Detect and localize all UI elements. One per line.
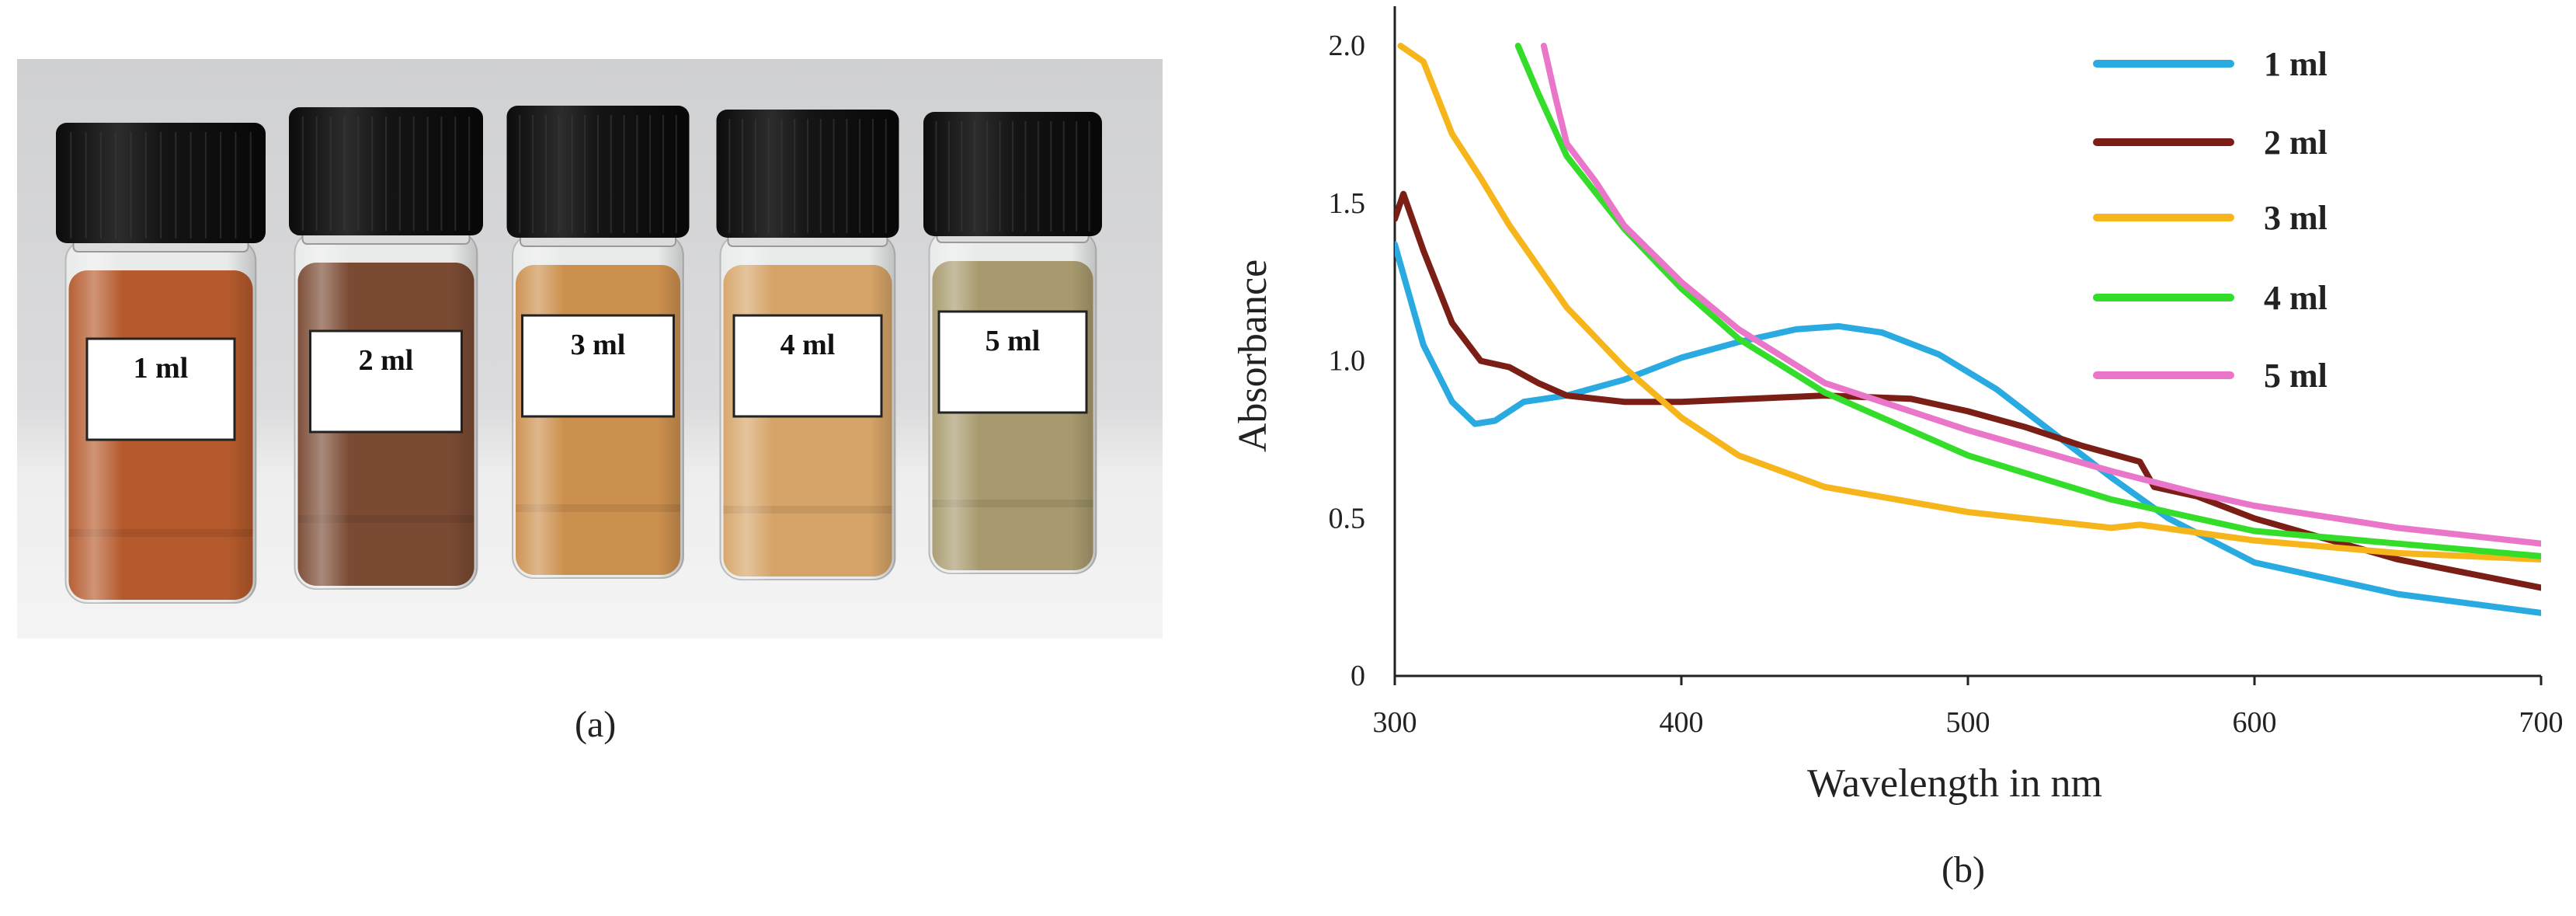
x-tick-label: 400: [1660, 706, 1704, 739]
x-tick-label: 300: [1373, 706, 1417, 739]
y-tick-label: 1.5: [1329, 187, 1366, 220]
panel-b-caption: (b): [1942, 849, 1985, 890]
legend-label: 5 ml: [2264, 357, 2327, 395]
series-line: [1395, 190, 2541, 591]
legend-item: 3 ml: [2093, 199, 2327, 237]
y-tick-label: 1.0: [1329, 345, 1366, 378]
vial-label-text: 4 ml: [780, 329, 836, 361]
legend-label: 4 ml: [2264, 279, 2327, 317]
y-tick-label: 0: [1351, 660, 1365, 692]
y-axis-title: Absorbance: [1231, 259, 1275, 452]
vial: 2 ml: [289, 107, 483, 590]
vial: 4 ml: [716, 110, 899, 580]
legend-item: 2 ml: [2093, 124, 2327, 162]
vial: 5 ml: [923, 112, 1102, 574]
chart-series: [1395, 43, 2541, 616]
vial: 1 ml: [56, 123, 266, 604]
vial-label: [521, 314, 675, 418]
vial-label: [85, 337, 236, 441]
legend-label: 2 ml: [2264, 124, 2327, 162]
x-tick-label: 600: [2233, 706, 2277, 739]
y-tick-label: 0.5: [1329, 502, 1366, 535]
vial: 3 ml: [506, 106, 690, 579]
absorbance-chart: 300 400 500 600 700 0 0.5 1.0 1.5 2.0 1 ml 2 ml 3 m…: [1231, 6, 2564, 806]
vial-label-text: 1 ml: [134, 352, 189, 385]
x-tick-label: 500: [1946, 706, 1990, 739]
legend-item: 1 ml: [2093, 45, 2327, 83]
series-line: [1540, 43, 2541, 547]
x-axis-title: Wavelength in nm: [1807, 761, 2102, 806]
panel-a-caption: (a): [575, 704, 617, 745]
x-tick-label: 700: [2519, 706, 2564, 739]
legend-label: 3 ml: [2264, 199, 2327, 237]
y-tick-label: 2.0: [1329, 30, 1366, 62]
series-line: [1397, 43, 2541, 562]
vial-label-text: 2 ml: [359, 344, 414, 377]
legend-item: 4 ml: [2093, 279, 2327, 317]
legend-label: 1 ml: [2264, 45, 2327, 83]
vial-label: [309, 329, 463, 434]
vial-label-text: 5 ml: [986, 325, 1041, 357]
vials-photo: 1 ml 2 ml 3 ml 4 ml 5 ml: [17, 59, 1163, 639]
vial-label-text: 3 ml: [571, 329, 626, 361]
series-line: [1514, 43, 2541, 559]
vial-label: [732, 314, 883, 418]
vial-label: [937, 310, 1088, 414]
legend-item: 5 ml: [2093, 357, 2327, 395]
chart-legend: 1 ml 2 ml 3 ml 4 ml 5 ml: [2093, 45, 2327, 395]
chart-axes: 300 400 500 600 700 0 0.5 1.0 1.5 2.0: [1329, 6, 2564, 739]
